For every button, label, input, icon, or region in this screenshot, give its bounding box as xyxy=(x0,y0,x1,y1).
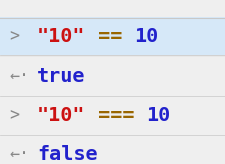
Text: ==: == xyxy=(86,27,134,46)
Text: 10: 10 xyxy=(134,27,159,46)
Text: false: false xyxy=(37,145,98,164)
Text: >: > xyxy=(9,27,19,45)
Text: ←·: ←· xyxy=(9,145,29,163)
Text: 10: 10 xyxy=(146,106,171,125)
Bar xyxy=(0,96,225,135)
Text: ←·: ←· xyxy=(9,67,29,85)
Bar xyxy=(0,0,225,18)
Text: "10": "10" xyxy=(37,106,86,125)
Text: true: true xyxy=(37,67,86,86)
Text: >: > xyxy=(9,107,19,125)
Bar xyxy=(0,17,225,55)
Text: ===: === xyxy=(86,106,146,125)
Bar xyxy=(0,57,225,95)
Text: true: true xyxy=(36,0,85,3)
Bar xyxy=(0,135,225,164)
Text: "10": "10" xyxy=(37,27,86,46)
